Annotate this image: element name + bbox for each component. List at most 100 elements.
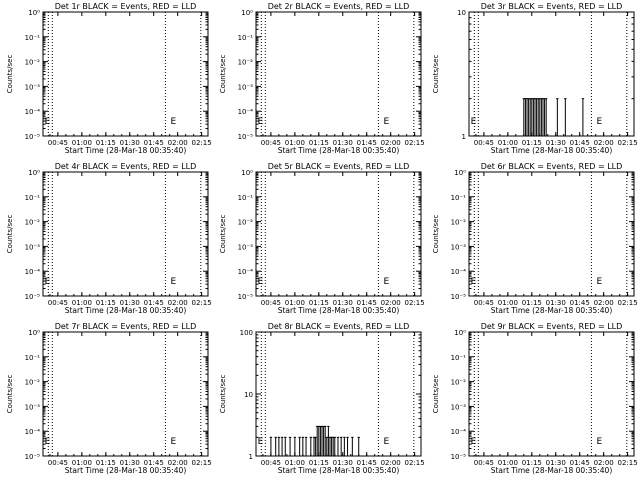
y-tick-label: 10⁰	[241, 9, 253, 17]
x-tick-label: 01:00	[72, 299, 92, 307]
y-tick-label: 10⁻³	[238, 243, 254, 251]
y-axis-label: Counts/sec	[432, 215, 440, 254]
y-axis-label: Counts/sec	[6, 215, 14, 254]
y-tick-label: 10⁻³	[25, 83, 41, 91]
x-tick-label: 01:30	[546, 459, 566, 467]
x-tick-label: 02:15	[405, 139, 425, 147]
x-tick-label: 01:00	[72, 139, 92, 147]
x-tick-label: 00:45	[474, 139, 494, 147]
y-tick-label: 10⁰	[454, 169, 466, 177]
x-axis-label: Start Time (28-Mar-18 00:35:40)	[278, 306, 400, 315]
x-tick-label: 01:30	[120, 139, 140, 147]
x-tick-label: 01:15	[522, 139, 542, 147]
y-tick-label: 10⁻¹	[451, 354, 467, 362]
y-tick-label: 10⁰	[28, 329, 40, 337]
x-axis-label: Start Time (28-Mar-18 00:35:40)	[491, 146, 613, 155]
panel-det-3: Det 3r BLACK = Events, RED = LLD 00:45 01:…	[432, 2, 638, 155]
y-tick-label: 10⁻²	[238, 219, 254, 227]
x-tick-label: 02:15	[405, 299, 425, 307]
x-tick-label: 01:15	[96, 139, 116, 147]
chart-title: Det 5r BLACK = Events, RED = LLD	[268, 162, 410, 171]
event-marker: E	[383, 117, 389, 127]
y-tick-label: 10⁻³	[238, 83, 254, 91]
chart-title: Det 2r BLACK = Events, RED = LLD	[268, 2, 410, 11]
x-tick-label: 02:00	[594, 459, 614, 467]
event-marker: E	[45, 437, 51, 447]
x-tick-label: 02:00	[381, 299, 401, 307]
x-tick-label: 00:45	[48, 299, 68, 307]
y-axis-label: Counts/sec	[219, 215, 227, 254]
event-marker: E	[471, 277, 477, 287]
x-tick-label: 01:15	[96, 299, 116, 307]
y-tick-label: 10⁻¹	[25, 34, 41, 42]
y-tick-label: 10⁻⁵	[238, 133, 254, 141]
y-tick-label: 10⁻⁴	[25, 268, 41, 276]
event-marker: E	[471, 117, 477, 127]
y-tick-label: 10⁻¹	[238, 194, 254, 202]
x-tick-label: 01:00	[72, 459, 92, 467]
x-tick-label: 02:00	[168, 299, 188, 307]
chart-title: Det 6r BLACK = Events, RED = LLD	[481, 162, 623, 171]
panel-det-1: Det 1r BLACK = Events, RED = LLD 00:45 01:…	[6, 2, 212, 155]
chart-title: Det 7r BLACK = Events, RED = LLD	[55, 322, 197, 331]
y-tick-label: 10⁻²	[25, 379, 41, 387]
panel-det-2: Det 2r BLACK = Events, RED = LLD 00:45 01:…	[219, 2, 425, 155]
x-tick-label: 01:15	[309, 299, 329, 307]
panel-det-6: Det 6r BLACK = Events, RED = LLD 00:45 01:…	[432, 162, 638, 315]
x-tick-label: 01:45	[144, 299, 164, 307]
x-axis-label: Start Time (28-Mar-18 00:35:40)	[278, 466, 400, 475]
plot-frame	[42, 11, 209, 137]
x-tick-label: 02:15	[192, 139, 212, 147]
x-axis-label: Start Time (28-Mar-18 00:35:40)	[65, 146, 187, 155]
y-tick-label: 10⁻²	[25, 219, 41, 227]
y-tick-label: 10⁻⁵	[451, 453, 467, 461]
y-tick-label: 10⁻¹	[25, 194, 41, 202]
x-tick-label: 00:45	[474, 299, 494, 307]
x-tick-label: 02:15	[192, 299, 212, 307]
x-axis-label: Start Time (28-Mar-18 00:35:40)	[278, 146, 400, 155]
x-tick-label: 01:15	[96, 459, 116, 467]
x-tick-label: 01:30	[546, 299, 566, 307]
x-tick-label: 01:45	[144, 459, 164, 467]
x-tick-label: 01:45	[357, 299, 377, 307]
event-marker: E	[383, 277, 389, 287]
x-tick-label: 01:00	[498, 459, 518, 467]
event-marker: E	[170, 277, 176, 287]
x-tick-label: 00:45	[48, 459, 68, 467]
y-tick-label: 10	[244, 391, 253, 399]
plot-frame	[255, 11, 422, 137]
y-tick-label: 10⁻⁵	[25, 453, 41, 461]
y-axis-label: Counts/sec	[432, 375, 440, 414]
panel-det-8: Det 8r BLACK = Events, RED = LLD 00:45 01:…	[219, 322, 425, 475]
y-tick-label: 10⁻⁴	[238, 108, 254, 116]
x-tick-label: 00:45	[474, 459, 494, 467]
y-tick-label: 10⁻²	[25, 59, 41, 67]
plot-frame	[468, 171, 635, 297]
y-tick-label: 10⁻³	[451, 403, 467, 411]
y-tick-label: 10⁻¹	[451, 194, 467, 202]
y-tick-label: 10⁻⁵	[25, 293, 41, 301]
y-axis-label: Counts/sec	[6, 55, 14, 94]
chart-title: Det 8r BLACK = Events, RED = LLD	[268, 322, 410, 331]
x-tick-label: 02:15	[192, 459, 212, 467]
x-tick-label: 01:15	[522, 299, 542, 307]
y-tick-label: 100	[240, 329, 253, 337]
x-tick-label: 02:15	[618, 139, 638, 147]
y-tick-label: 10⁻⁴	[25, 428, 41, 436]
y-tick-label: 10⁰	[28, 9, 40, 17]
x-tick-label: 02:15	[405, 459, 425, 467]
x-tick-label: 02:00	[381, 459, 401, 467]
y-tick-label: 10⁻¹	[25, 354, 41, 362]
x-tick-label: 01:45	[570, 299, 590, 307]
plot-frame	[42, 171, 209, 297]
plot-frame	[468, 11, 635, 137]
x-tick-label: 01:45	[570, 139, 590, 147]
x-axis-label: Start Time (28-Mar-18 00:35:40)	[491, 306, 613, 315]
plot-frame	[468, 331, 635, 457]
panel-det-9: Det 9r BLACK = Events, RED = LLD 00:45 01:…	[432, 322, 638, 475]
y-tick-label: 10⁻³	[25, 243, 41, 251]
y-tick-label: 10⁻⁵	[238, 293, 254, 301]
y-tick-label: 10	[457, 9, 466, 17]
x-tick-label: 01:00	[498, 299, 518, 307]
x-tick-label: 01:45	[570, 459, 590, 467]
